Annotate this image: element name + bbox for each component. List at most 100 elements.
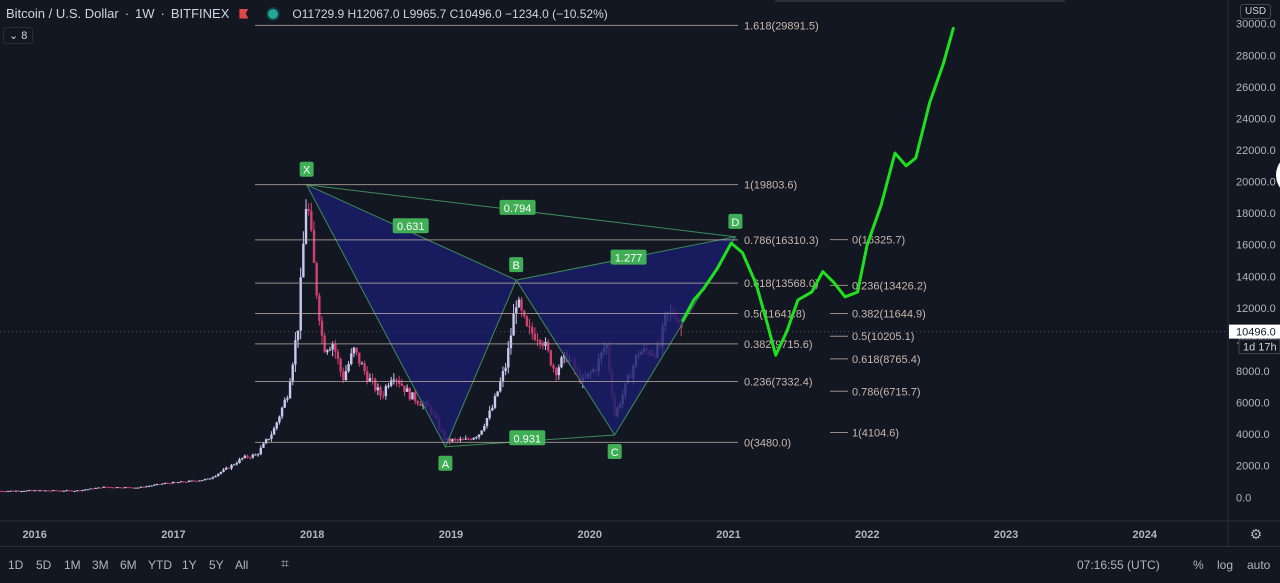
candle-body [169, 483, 172, 485]
candle-body [496, 391, 499, 397]
timeframe-6m[interactable]: 6M [120, 558, 137, 572]
candle-body [483, 426, 486, 431]
candle-body [475, 437, 478, 439]
candle-body [91, 488, 95, 490]
candle-body [312, 230, 316, 263]
timeframe-3m[interactable]: 3M [92, 558, 109, 572]
candle-body [350, 353, 353, 364]
candle-body [57, 490, 60, 492]
fib-label: 0.236(7332.4) [744, 377, 813, 389]
log-toggle[interactable]: log [1217, 558, 1234, 572]
candle-body [155, 484, 159, 486]
auto-toggle[interactable]: auto [1247, 558, 1271, 572]
candle-body [552, 365, 555, 369]
timeframe-1d[interactable]: 1D [8, 558, 24, 572]
countdown-label: 1d 17h [1243, 342, 1277, 354]
price-tick-label: 24000.0 [1236, 113, 1276, 125]
point-label-d-box [728, 213, 743, 229]
candle-body [270, 434, 273, 439]
candle-body [379, 387, 382, 396]
flag-icon[interactable] [239, 8, 249, 19]
fib-label: 0.786(16310.3) [744, 235, 819, 247]
interval[interactable]: 1W [135, 6, 155, 21]
year-tick-label: 2020 [577, 529, 601, 541]
candle-body [9, 490, 12, 492]
indicator-count: 8 [21, 30, 28, 42]
candle-body [198, 480, 201, 482]
candle-body [549, 350, 553, 366]
candle-body [326, 350, 329, 353]
candle-body [366, 371, 369, 382]
candle-body [499, 381, 502, 392]
price-tick-label: 12000.0 [1236, 303, 1276, 315]
candle-body [485, 418, 489, 427]
indicators-toggle[interactable]: ⌄ 8 [3, 27, 34, 44]
candle-body [147, 485, 151, 487]
currency-label[interactable]: USD [1240, 4, 1272, 19]
candle-body [195, 480, 199, 482]
timeframe-1m[interactable]: 1M [64, 558, 81, 572]
symbol-legend: Bitcoin / U.S. Dollar · 1W · BITFINEX O1… [6, 6, 608, 21]
fib-right-label: 0.382(11644.9) [852, 308, 926, 320]
fib-levels: 1.618(29891.5) 1(19803.6) 0.786(16310.3) 0.… [255, 20, 927, 449]
year-tick-label: 2024 [1133, 529, 1158, 541]
date-range-icon[interactable]: ⌗ [281, 555, 289, 571]
candle-body [328, 349, 332, 351]
candle-body [4, 491, 7, 493]
candle-body [554, 368, 558, 376]
candle-body [419, 403, 422, 406]
candle-body [102, 486, 105, 488]
time-axis[interactable]: 2016 2017 2018 2019 2020 2021 2022 2023 2024 ⚙ [0, 520, 1280, 542]
timeframe-5d[interactable]: 5D [36, 558, 52, 572]
point-label-b-box [509, 257, 524, 273]
price-axis[interactable]: 30000.0 28000.0 26000.0 24000.0 22000.0 20000… [1227, 0, 1280, 546]
candle-body [99, 487, 103, 489]
year-tick-label: 2016 [22, 529, 46, 541]
timeframe-ytd[interactable]: YTD [148, 558, 172, 572]
ratio-label: 0.931 [514, 433, 542, 445]
candle-body [67, 490, 71, 492]
utc-clock[interactable]: 07:16:55 (UTC) [1077, 558, 1160, 572]
candle-body [145, 486, 148, 488]
candle-body [507, 348, 510, 368]
candle-body [381, 395, 385, 397]
candle-body [251, 454, 255, 458]
candle-body [461, 439, 465, 441]
candle-body [280, 407, 284, 417]
candle-body [448, 438, 451, 442]
last-price-label: 10496.0 [1236, 327, 1276, 339]
percent-toggle[interactable]: % [1193, 558, 1204, 572]
candle-body [246, 455, 249, 458]
point-label-a-box [438, 455, 453, 471]
point-label-a: A [442, 459, 450, 471]
symbol-name[interactable]: Bitcoin / U.S. Dollar [6, 6, 119, 21]
candle-body [166, 483, 169, 485]
timeframe-5y[interactable]: 5Y [209, 558, 224, 572]
gear-icon: ⚙ [1250, 526, 1263, 542]
candle-body [163, 483, 167, 485]
fib-label: 0.618(13568.0) [744, 278, 819, 290]
candle-body [296, 330, 300, 341]
fib-label: 0(3480.0) [744, 437, 791, 449]
projection-line [681, 26, 955, 357]
candle-body [70, 490, 74, 492]
candle-body [174, 481, 177, 483]
candle-body [533, 333, 537, 341]
candle-body [520, 299, 523, 311]
price-tick-label: 14000.0 [1236, 271, 1276, 283]
candle-body [501, 371, 505, 382]
price-chart[interactable]: 1.618(29891.5) 1(19803.6) 0.786(16310.3) 0.… [0, 0, 1280, 546]
candle-body [94, 487, 97, 489]
timeframe-1y[interactable]: 1Y [182, 558, 197, 572]
price-tick-label: 28000.0 [1236, 50, 1276, 62]
candle-body [278, 416, 281, 423]
candle-body [262, 443, 265, 448]
candle-body [179, 481, 183, 483]
candle-body [515, 307, 518, 314]
candle-body [355, 347, 358, 353]
candle-body [153, 484, 156, 486]
candle-body [267, 438, 270, 440]
price-tick-label: 22000.0 [1236, 145, 1276, 157]
candle-body [232, 464, 236, 466]
timeframe-all[interactable]: All [235, 558, 249, 572]
